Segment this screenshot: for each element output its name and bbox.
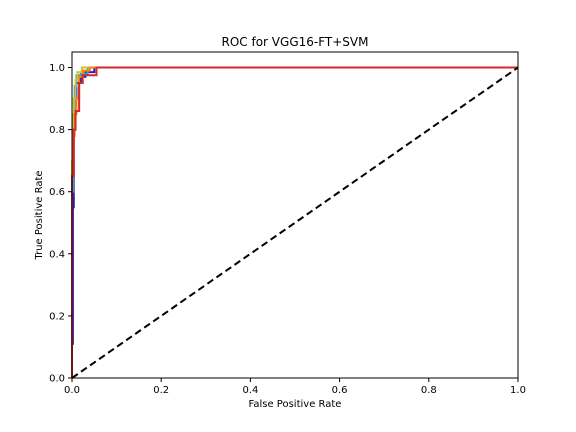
chance-diagonal-line bbox=[71, 66, 519, 379]
roc-curve-5 bbox=[71, 66, 518, 378]
y-tick-label: 0.8 bbox=[49, 125, 65, 136]
y-axis-ticks: 0.0 0.2 0.4 0.6 0.8 1.0 bbox=[49, 63, 72, 385]
y-tick-label: 0.6 bbox=[49, 187, 65, 198]
x-tick-label: 0.2 bbox=[153, 385, 169, 396]
x-tick-label: 1.0 bbox=[510, 385, 526, 396]
y-tick-label: 0.4 bbox=[49, 249, 65, 260]
y-tick-label: 0.2 bbox=[49, 311, 65, 322]
y-axis-label: True Positive Rate bbox=[34, 170, 45, 260]
x-axis-label: False Positive Rate bbox=[249, 399, 342, 410]
x-axis-ticks: 0.0 0.2 0.4 0.6 0.8 1.0 bbox=[64, 378, 526, 396]
series-layer bbox=[71, 66, 519, 379]
chart-title: ROC for VGG16-FT+SVM bbox=[222, 35, 369, 49]
y-tick-label: 1.0 bbox=[49, 63, 65, 74]
x-tick-label: 0.8 bbox=[421, 385, 437, 396]
x-tick-label: 0.6 bbox=[332, 385, 348, 396]
x-tick-label: 0.4 bbox=[242, 385, 258, 396]
plot-frame bbox=[71, 51, 519, 379]
x-tick-label: 0.0 bbox=[64, 385, 80, 396]
y-tick-label: 0.0 bbox=[49, 374, 65, 385]
